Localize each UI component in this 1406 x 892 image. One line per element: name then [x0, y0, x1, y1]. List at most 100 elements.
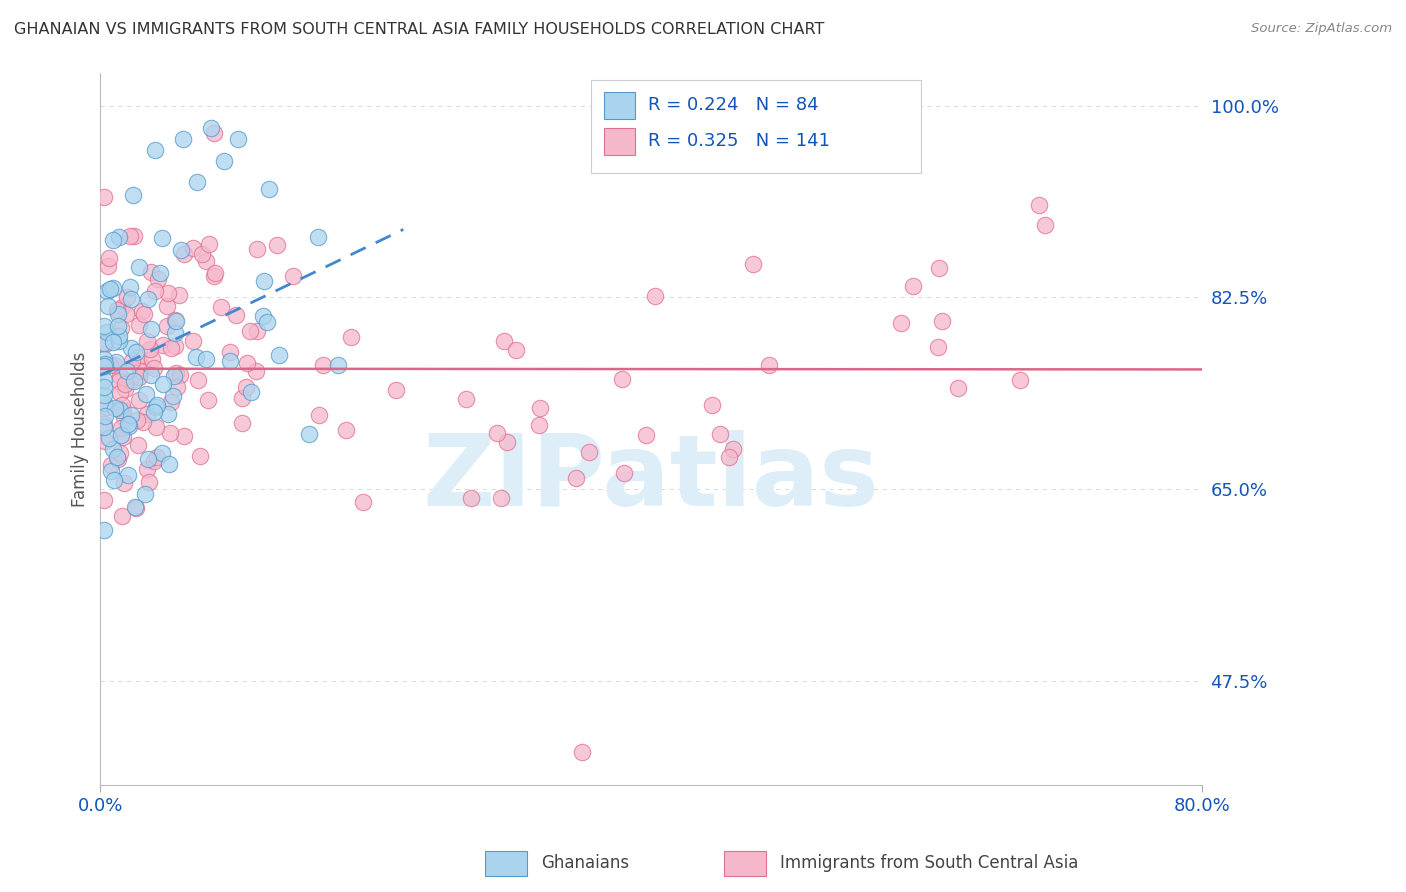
Point [1033, 219, 1056, 233]
Point [235, 380, 257, 394]
Text: GHANAIAN VS IMMIGRANTS FROM SOUTH CENTRAL ASIA FAMILY HOUSEHOLDS CORRELATION CHA: GHANAIAN VS IMMIGRANTS FROM SOUTH CENTRA… [14, 22, 824, 37]
Point [118, 280, 141, 294]
Point [1028, 198, 1050, 212]
Point [236, 356, 259, 370]
Point [231, 417, 253, 431]
Point [117, 417, 139, 431]
Point [252, 309, 274, 323]
Point [101, 442, 124, 457]
Point [115, 364, 138, 378]
Point [110, 421, 132, 435]
Point [93, 417, 115, 431]
Point [245, 364, 267, 378]
Point [135, 387, 157, 401]
Point [122, 374, 145, 388]
Point [384, 383, 406, 397]
Point [742, 257, 765, 271]
Point [202, 269, 225, 284]
Text: Ghanaians: Ghanaians [541, 854, 630, 871]
Point [138, 342, 160, 356]
Point [135, 462, 157, 476]
Point [173, 429, 195, 443]
Point [163, 326, 186, 340]
Point [128, 318, 150, 332]
Point [98, 282, 121, 296]
Point [94, 409, 117, 423]
Point [335, 423, 357, 437]
Point [485, 426, 508, 441]
Point [105, 303, 128, 318]
Point [204, 266, 226, 280]
Point [135, 334, 157, 348]
Point [723, 442, 745, 457]
Point [124, 500, 146, 514]
Point [114, 307, 136, 321]
Point [120, 229, 142, 244]
Point [131, 304, 153, 318]
Point [239, 384, 262, 399]
Point [758, 358, 780, 372]
Point [111, 509, 134, 524]
Point [93, 335, 115, 350]
Point [98, 359, 121, 373]
Point [111, 429, 134, 443]
Point [114, 382, 136, 396]
Point [118, 418, 141, 433]
Point [120, 374, 142, 388]
Point [165, 313, 187, 327]
Point [156, 319, 179, 334]
Point [128, 369, 150, 384]
Point [145, 143, 167, 157]
Point [156, 299, 179, 313]
Point [136, 407, 159, 421]
Point [191, 246, 214, 260]
Point [122, 229, 145, 244]
Point [903, 279, 925, 293]
Point [231, 391, 253, 405]
Text: R = 0.325   N = 141: R = 0.325 N = 141 [648, 132, 830, 150]
Point [138, 475, 160, 489]
Point [93, 493, 115, 508]
Point [149, 267, 172, 281]
Point [108, 369, 131, 384]
Point [152, 337, 174, 351]
Point [129, 364, 152, 378]
Point [198, 236, 221, 251]
Point [157, 457, 180, 471]
Point [134, 486, 156, 500]
Point [165, 314, 187, 328]
Point [165, 339, 187, 353]
Point [132, 415, 155, 429]
Point [890, 317, 912, 331]
Point [195, 253, 218, 268]
Point [253, 274, 276, 288]
Point [159, 426, 181, 441]
Point [160, 395, 183, 409]
Point [93, 523, 115, 537]
Point [128, 393, 150, 408]
Point [94, 337, 117, 351]
Point [571, 745, 593, 759]
Point [339, 330, 361, 344]
Bar [605, 92, 634, 120]
Point [308, 408, 330, 422]
Point [93, 352, 115, 367]
Point [225, 308, 247, 322]
Point [165, 367, 187, 381]
Point [107, 334, 129, 348]
Point [145, 398, 167, 412]
Text: ZIPatlas: ZIPatlas [423, 430, 880, 527]
Point [96, 400, 118, 414]
Point [214, 153, 236, 168]
Point [96, 326, 118, 340]
Point [195, 352, 218, 367]
Point [97, 299, 120, 313]
Point [111, 398, 134, 412]
Point [107, 374, 129, 388]
Point [141, 265, 163, 279]
Point [108, 329, 131, 343]
Point [93, 318, 115, 333]
Text: Source: ZipAtlas.com: Source: ZipAtlas.com [1251, 22, 1392, 36]
Point [108, 446, 131, 460]
Point [105, 354, 128, 368]
